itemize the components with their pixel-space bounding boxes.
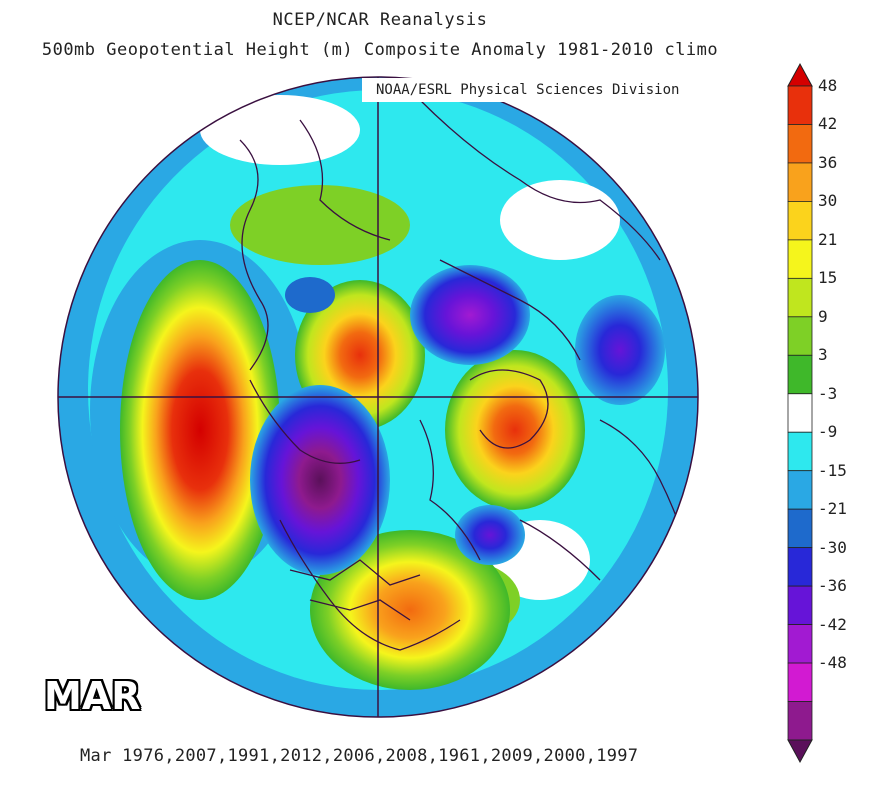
- chart-subtitle: 500mb Geopotential Height (m) Composite …: [41, 40, 719, 60]
- colorbar-label: -36: [818, 576, 847, 596]
- colorbar-swatch: [787, 624, 813, 664]
- colorbar-label: 21: [818, 229, 838, 249]
- colorbar-label: -9: [818, 422, 838, 442]
- colorbar-swatch: [787, 662, 813, 702]
- colorbar-label: 15: [818, 268, 838, 288]
- colorbar-label: -15: [818, 460, 847, 480]
- chart-title: NCEP/NCAR Reanalysis: [272, 10, 488, 30]
- colorbar-swatch: [787, 431, 813, 472]
- colorbar-swatch: [787, 201, 813, 241]
- years-label: Mar 1976,2007,1991,2012,2006,2008,1961,2…: [80, 746, 639, 766]
- colorbar-swatch: [787, 162, 813, 202]
- colorbar-label: 48: [818, 76, 838, 95]
- colorbar-bottom-arrow: [787, 739, 813, 764]
- colorbar-swatch: [787, 239, 813, 279]
- colorbar-swatch: [787, 316, 813, 356]
- credit-label: NOAA/ESRL Physical Sciences Division: [362, 78, 702, 102]
- month-label: MAR: [44, 674, 141, 718]
- colorbar: [787, 62, 813, 764]
- colorbar-label: -3: [818, 383, 838, 403]
- colorbar-label: 42: [818, 114, 838, 134]
- colorbar-swatch: [787, 470, 813, 510]
- colorbar-swatch: [787, 585, 813, 625]
- colorbar-swatch: [787, 85, 813, 125]
- colorbar-swatch: [787, 354, 813, 395]
- colorbar-top-arrow: [787, 62, 813, 87]
- colorbar-swatch: [787, 547, 813, 587]
- colorbar-label: -21: [818, 499, 847, 519]
- colorbar-swatch: [787, 701, 813, 741]
- colorbar-label: 30: [818, 191, 838, 211]
- colorbar-swatch: [787, 277, 813, 318]
- colorbar-label: -30: [818, 537, 847, 557]
- colorbar-label: 9: [818, 306, 828, 326]
- colorbar-label: 3: [818, 345, 828, 365]
- colorbar-swatch: [787, 393, 813, 433]
- colorbar-swatch: [787, 124, 813, 164]
- colorbar-label: -42: [818, 614, 847, 634]
- colorbar-swatch: [787, 508, 813, 549]
- colorbar-label: 36: [818, 152, 838, 172]
- colorbar-label: -48: [818, 653, 847, 673]
